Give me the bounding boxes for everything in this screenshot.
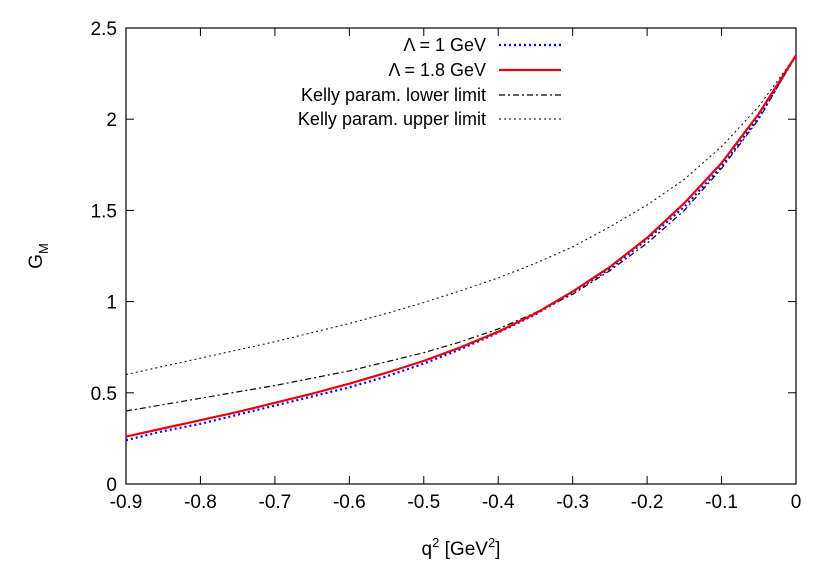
x-tick-label: -0.3: [556, 492, 589, 513]
legend-label-2: Λ = 1.8 GeV: [388, 60, 486, 80]
tick-labels: -0.9 -0.8 -0.7 -0.6 -0.5 -0.4 -0.3 -0.2 -0.1 0 0 0.…: [91, 19, 802, 513]
x-axis-label: q2 [GeV2]: [422, 535, 501, 560]
legend-label-4: Kelly param. upper limit: [298, 109, 486, 129]
x-tick-label: -0.8: [184, 492, 217, 513]
x-tick-label: -0.9: [110, 492, 143, 513]
x-tick-label: -0.6: [333, 492, 366, 513]
x-axis-label-unit-close: ]: [495, 539, 500, 560]
plot-lines: [125, 54, 797, 442]
x-tick-label: -0.2: [631, 492, 664, 513]
x-tick-label: -0.1: [705, 492, 738, 513]
legend: Λ = 1 GeV Λ = 1.8 GeV Kelly param. lower l…: [298, 35, 561, 129]
y-tick-label: 2: [106, 110, 117, 131]
legend-label-3: Kelly param. lower limit: [301, 85, 486, 105]
series-line-4: [125, 55, 797, 376]
x-tick-label: -0.7: [259, 492, 292, 513]
x-axis-label-sup: 2: [432, 535, 439, 550]
legend-label-1: Λ = 1 GeV: [403, 35, 486, 55]
x-tick-label: 0: [791, 492, 802, 513]
series-line-2: [125, 54, 797, 438]
y-tick-label: 1: [106, 293, 117, 314]
y-tick-label: 1.5: [91, 201, 117, 222]
axis-ticks: [125, 27, 797, 485]
y-tick-label: 2.5: [91, 19, 117, 40]
y-axis-label: GM: [26, 243, 51, 269]
x-axis-label-unit-open: [GeV: [439, 539, 488, 560]
y-tick-label: 0: [106, 475, 117, 496]
x-tick-label: -0.4: [482, 492, 515, 513]
x-axis-label-unit-sup: 2: [488, 535, 495, 550]
y-tick-label: 0.5: [91, 384, 117, 405]
series-line-3: [125, 55, 797, 412]
x-tick-label: -0.5: [407, 492, 440, 513]
plot-frame: [125, 27, 797, 485]
y-axis-label-base: G: [26, 254, 47, 269]
y-axis-label-sub: M: [36, 243, 51, 254]
x-axis-label-base: q: [422, 539, 433, 560]
